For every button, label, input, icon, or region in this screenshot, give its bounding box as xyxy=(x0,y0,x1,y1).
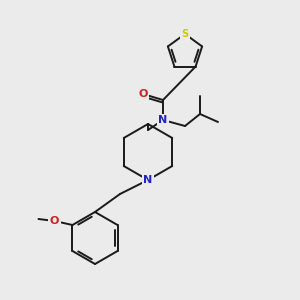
Text: O: O xyxy=(138,89,148,99)
Text: S: S xyxy=(182,29,189,39)
Text: O: O xyxy=(50,216,59,226)
Text: N: N xyxy=(143,175,153,185)
Text: N: N xyxy=(158,115,168,125)
